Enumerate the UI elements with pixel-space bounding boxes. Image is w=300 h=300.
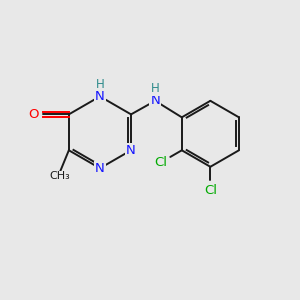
Text: N: N [95,162,105,175]
Text: O: O [28,108,39,121]
Text: N: N [95,90,105,103]
Text: Cl: Cl [204,184,217,197]
Text: H: H [151,82,160,95]
Text: CH₃: CH₃ [49,171,70,181]
Text: H: H [96,77,104,91]
Text: N: N [150,94,160,107]
Text: N: N [126,144,136,157]
Text: Cl: Cl [154,156,167,169]
